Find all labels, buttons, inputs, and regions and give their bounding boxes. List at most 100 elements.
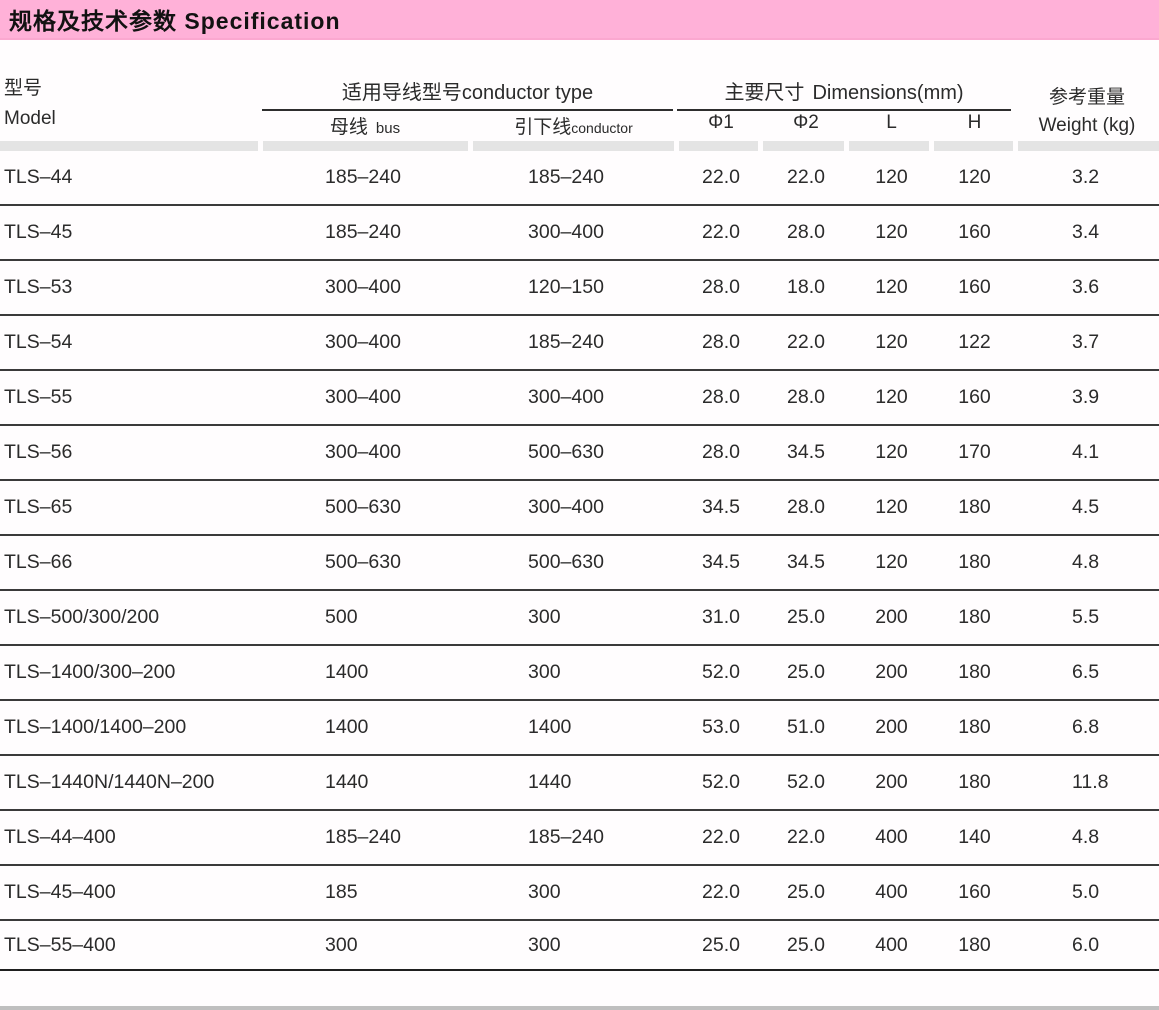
column-header-down-conductor: 引下线conductor [468,112,679,139]
header-separator-bar [0,141,258,151]
cell-weight: 4.8 [1072,551,1100,573]
cell-conductor: 300 [528,661,561,683]
cell-conductor: 300–400 [528,221,604,243]
header-separator-bar [934,141,1013,151]
table-row: TLS–45–400 185 300 22.0 25.0 400 160 5.0 [0,866,1159,921]
cell-phi1: 31.0 [702,606,740,628]
cell-bus: 500 [325,606,358,628]
cell-model: TLS–1400/1400–200 [4,716,187,738]
cell-weight: 11.8 [1072,771,1109,793]
column-group-conductor-type-en: conductor type [461,82,594,104]
cell-l: 120 [875,441,908,463]
cell-phi1: 28.0 [702,276,740,298]
cell-conductor: 300 [528,881,561,903]
cell-weight: 4.1 [1072,441,1100,463]
header-separator-bar [849,141,929,151]
cell-conductor: 1440 [528,771,572,793]
cell-phi1: 28.0 [702,386,740,408]
cell-phi2: 22.0 [787,166,825,188]
cell-l: 200 [875,606,908,628]
cell-model: TLS–1400/300–200 [4,661,176,683]
column-header-bus-en: bus [375,120,401,137]
cell-model: TLS–1440N/1440N–200 [4,771,215,793]
table-row: TLS–66 500–630 500–630 34.5 34.5 120 180… [0,536,1159,591]
table-row: TLS–500/300/200 500 300 31.0 25.0 200 18… [0,591,1159,646]
cell-model: TLS–66 [4,551,73,573]
cell-phi2: 52.0 [787,771,825,793]
cell-phi1: 22.0 [702,826,740,848]
cell-l: 120 [875,551,908,573]
cell-l: 120 [875,331,908,353]
cell-weight: 6.0 [1072,933,1100,956]
cell-conductor: 185–240 [528,331,604,353]
header-separator-bar [679,141,758,151]
cell-weight: 4.5 [1072,496,1100,518]
column-header-model-zh: 型号 [4,78,43,99]
cell-phi1: 22.0 [702,221,740,243]
cell-phi2: 25.0 [787,606,825,628]
cell-weight: 3.4 [1072,221,1100,243]
cell-h: 160 [958,881,991,903]
column-group-dimensions-zh: 主要尺寸 [724,82,805,104]
cell-conductor: 300–400 [528,386,604,408]
cell-model: TLS–55–400 [4,933,116,956]
table-row: TLS–56 300–400 500–630 28.0 34.5 120 170… [0,426,1159,481]
header-separator-bar [1018,141,1159,151]
cell-phi2: 28.0 [787,496,825,518]
cell-conductor: 185–240 [528,826,604,848]
cell-bus: 185 [325,881,358,903]
column-header-model-en: Model [4,108,56,129]
cell-phi1: 53.0 [702,716,740,738]
cell-conductor: 1400 [528,716,572,738]
cell-l: 200 [875,771,908,793]
page-title: 规格及技术参数 Specification [9,8,341,34]
cell-bus: 1400 [325,716,369,738]
cell-l: 200 [875,716,908,738]
cell-h: 160 [958,221,991,243]
cell-model: TLS–44 [4,166,73,188]
cell-conductor: 300 [528,606,561,628]
title-bar: 规格及技术参数 Specification [0,0,1159,40]
cell-h: 120 [958,166,991,188]
cell-l: 120 [875,496,908,518]
cell-phi1: 52.0 [702,661,740,683]
cell-phi2: 34.5 [787,551,825,573]
column-header-weight-zh: 参考重量 [1048,87,1125,108]
cell-phi2: 25.0 [787,933,825,956]
cell-h: 180 [958,661,991,683]
cell-conductor: 300 [528,933,561,956]
cell-conductor: 185–240 [528,166,604,188]
cell-model: TLS–500/300/200 [4,606,160,628]
cell-bus: 500–630 [325,496,401,518]
column-header-down-conductor-zh: 引下线 [514,117,572,138]
cell-weight: 4.8 [1072,826,1100,848]
table-row: TLS–45 185–240 300–400 22.0 28.0 120 160… [0,206,1159,261]
column-header-down-conductor-en: conductor [571,120,633,136]
table-row: TLS–44–400 185–240 185–240 22.0 22.0 400… [0,811,1159,866]
cell-phi1: 22.0 [702,166,740,188]
column-header-weight-en: Weight (kg) [1038,115,1136,136]
cell-h: 180 [958,933,991,956]
cell-bus: 185–240 [325,166,401,188]
cell-bus: 300–400 [325,331,401,353]
column-header-weight: 参考重量 Weight (kg) [1015,84,1159,140]
cell-l: 400 [875,933,908,956]
cell-h: 180 [958,551,991,573]
cell-l: 400 [875,826,908,848]
cell-weight: 5.5 [1072,606,1100,628]
cell-model: TLS–55 [4,386,73,408]
cell-bus: 300–400 [325,386,401,408]
column-header-h: H [967,112,982,133]
cell-bus: 1400 [325,661,369,683]
cell-phi1: 28.0 [702,331,740,353]
cell-bus: 300–400 [325,441,401,463]
column-header-model: 型号 Model [4,74,56,134]
cell-h: 170 [958,441,991,463]
cell-model: TLS–44–400 [4,826,116,848]
cell-weight: 3.7 [1072,331,1100,353]
column-header-l: L [886,112,897,133]
column-group-conductor-type-zh: 适用导线型号 [341,82,462,104]
cell-phi2: 25.0 [787,881,825,903]
cell-l: 400 [875,881,908,903]
cell-bus: 185–240 [325,826,401,848]
